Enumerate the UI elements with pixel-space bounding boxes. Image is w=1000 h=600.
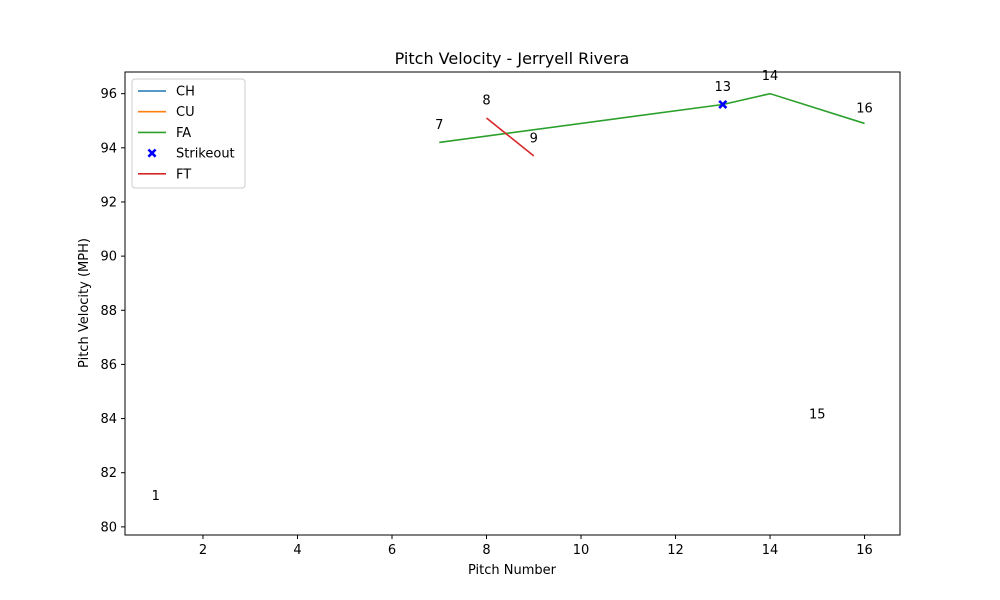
y-tick-label: 84	[100, 412, 117, 427]
x-tick-label: 6	[388, 543, 396, 558]
legend-label: CH	[176, 85, 195, 100]
pitch-number-label: 8	[482, 93, 490, 108]
y-tick-label: 94	[100, 141, 117, 156]
series-line-ft	[486, 117, 535, 157]
x-tick-label: 4	[293, 543, 301, 558]
pitch-number-label: 16	[856, 102, 873, 117]
y-tick-label: 92	[100, 195, 117, 210]
plot-frame	[124, 71, 901, 536]
y-axis-title: Pitch Velocity (MPH)	[77, 238, 92, 368]
legend-label: FT	[176, 167, 191, 182]
pitch-number-label: 7	[435, 118, 443, 133]
y-tick-label: 88	[100, 304, 117, 319]
pitch-number-label: 14	[762, 69, 779, 84]
legend-box	[131, 78, 246, 189]
legend-label: CU	[176, 105, 195, 120]
y-tick-label: 86	[100, 358, 117, 373]
y-tick-label: 96	[100, 87, 117, 102]
x-tick-label: 8	[482, 543, 490, 558]
legend-swatch-strikeout	[147, 148, 157, 158]
legend-label: FA	[176, 126, 191, 141]
pitch-number-label: 1	[152, 489, 160, 504]
strikeout-marker	[718, 99, 728, 110]
y-tick-label: 90	[100, 250, 117, 265]
x-tick-label: 12	[667, 543, 684, 558]
x-axis-title: Pitch Number	[468, 563, 557, 578]
x-tick-label: 14	[762, 543, 779, 558]
y-tick-label: 82	[100, 466, 117, 481]
x-tick-label: 10	[573, 543, 590, 558]
x-tick-label: 2	[199, 543, 207, 558]
x-tick-label: 16	[856, 543, 873, 558]
legend-label: Strikeout	[176, 147, 235, 162]
y-tick-label: 80	[100, 520, 117, 535]
plot-area: 2 4 6 8 10 12 14 16 80 82 84 86 88 90 92 94 96 1 7 8 9 13 14 15…	[100, 69, 901, 558]
pitch-number-label: 15	[809, 408, 826, 423]
pitch-number-label: 9	[530, 131, 538, 146]
chart-title: Pitch Velocity - Jerryell Rivera	[395, 49, 630, 68]
pitch-number-label: 13	[715, 80, 732, 95]
series-line-fa	[439, 92, 865, 144]
